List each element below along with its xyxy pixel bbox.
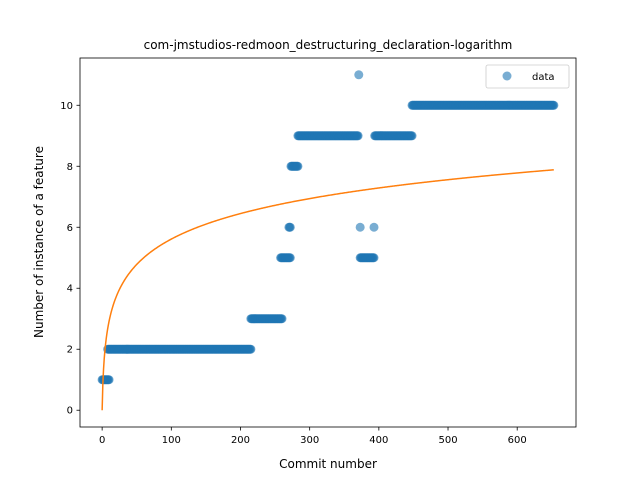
data-point xyxy=(277,314,287,324)
y-tick-label: 6 xyxy=(67,223,73,234)
legend: data xyxy=(485,64,570,89)
data-point xyxy=(293,161,303,171)
x-tick-label: 400 xyxy=(369,435,388,446)
y-tick-label: 2 xyxy=(67,345,73,356)
y-tick-label: 4 xyxy=(67,284,73,295)
x-axis-title: Commit number xyxy=(279,457,377,471)
legend-marker xyxy=(502,71,512,81)
data-point xyxy=(285,253,295,263)
x-tick-label: 500 xyxy=(438,435,457,446)
chart-title: com-jmstudios-redmoon_destructuring_decl… xyxy=(144,38,513,52)
y-tick-label: 0 xyxy=(67,406,73,417)
x-axis: 0 100 200 300 400 500 600 xyxy=(99,427,527,446)
data-point xyxy=(369,222,379,232)
data-point xyxy=(549,100,559,110)
y-axis: 0 2 4 6 8 10 xyxy=(60,101,80,417)
data-point xyxy=(354,70,364,80)
y-axis-title: Number of instance of a feature xyxy=(32,146,46,338)
plot-area xyxy=(97,70,559,411)
data-point xyxy=(104,375,114,385)
data-point xyxy=(355,222,365,232)
legend-label: data xyxy=(532,72,555,83)
legend-box xyxy=(485,64,570,89)
y-tick-label: 8 xyxy=(67,162,73,173)
data-point xyxy=(369,253,379,263)
data-point xyxy=(407,131,417,141)
x-tick-label: 600 xyxy=(508,435,527,446)
x-tick-label: 300 xyxy=(300,435,319,446)
data-point xyxy=(246,344,256,354)
data-point xyxy=(285,222,295,232)
x-tick-label: 0 xyxy=(99,435,105,446)
plot-frame xyxy=(79,57,577,428)
x-tick-label: 100 xyxy=(162,435,181,446)
x-tick-label: 200 xyxy=(231,435,250,446)
y-tick-label: 10 xyxy=(60,101,73,112)
fit-line xyxy=(101,169,554,411)
data-point xyxy=(353,131,363,141)
